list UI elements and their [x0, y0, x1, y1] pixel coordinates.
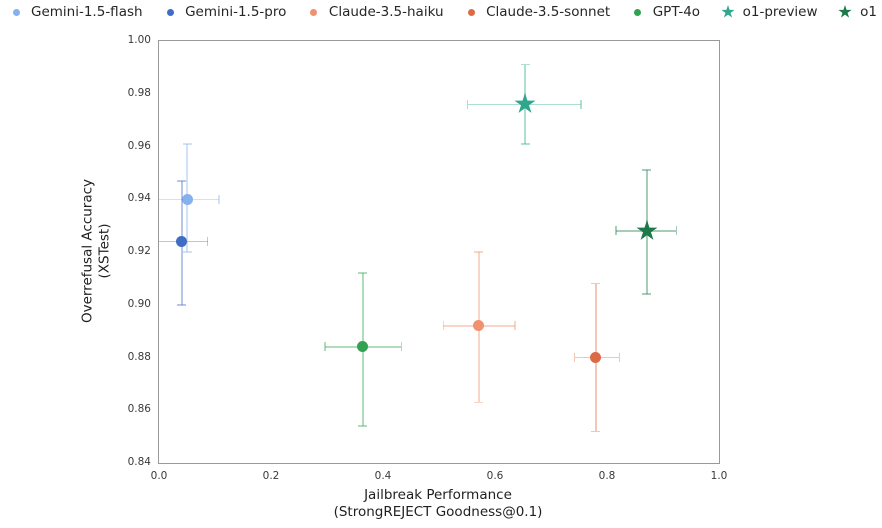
y-tick-label: 0.86 [127, 403, 151, 416]
error-cap-right [580, 99, 582, 109]
plot-area [159, 41, 719, 463]
legend-item-gemini-1.5-flash: Gemini-1.5-flash [9, 4, 143, 20]
circle-glyph [12, 8, 20, 16]
y-tick-label: 0.96 [127, 139, 151, 152]
x-axis-label-line1: Jailbreak Performance [364, 487, 512, 503]
error-cap-right [618, 353, 621, 362]
legend-item-gpt-4o: GPT-4o [631, 4, 700, 20]
circle-marker-icon [307, 5, 321, 19]
circle-glyph [310, 8, 318, 16]
error-cap-bottom [474, 401, 484, 404]
error-cap-bottom [177, 304, 187, 306]
data-point-claude-3.5-haiku [473, 320, 485, 332]
y-tick-label: 0.92 [127, 245, 151, 257]
legend-item-o1-preview: o1-preview [720, 4, 818, 20]
data-point-o1 [636, 219, 658, 242]
legend-label: o1-preview [742, 4, 818, 20]
circle-glyph [634, 8, 642, 16]
legend-item-o1: o1 [838, 4, 877, 20]
legend-label: Claude-3.5-sonnet [486, 4, 611, 20]
error-cap-top [520, 63, 530, 66]
legend: Gemini-1.5-flash Gemini-1.5-pro Claude-3.5… [9, 1, 877, 23]
error-cap-right [514, 321, 516, 331]
y-axis-label: Overrefusal Accuracy (XSTest) [80, 179, 113, 323]
error-cap-top [474, 251, 484, 253]
legend-label: o1 [860, 4, 877, 20]
x-axis-label-line2: (StrongREJECT Goodness@0.1) [333, 503, 543, 520]
star-marker-icon [720, 5, 735, 19]
x-tick-label: 1.0 [710, 470, 728, 482]
y-tick-label: 0.98 [127, 86, 151, 99]
y-tick-label: 0.84 [127, 456, 151, 468]
y-axis-label-line1: Overrefusal Accuracy [79, 178, 96, 324]
legend-label: GPT-4o [652, 4, 701, 20]
error-cap-right [218, 194, 220, 204]
legend-label: Gemini-1.5-flash [31, 4, 143, 20]
data-point-gemini-1.5-pro [176, 235, 188, 247]
error-cap-bottom [358, 425, 368, 427]
x-tick-label: 0.0 [150, 470, 168, 482]
y-tick-label: 1.00 [127, 34, 151, 46]
x-tick-label: 0.8 [598, 470, 616, 482]
legend-item-claude-3.5-sonnet: Claude-3.5-sonnet [464, 4, 610, 20]
error-cap-right [675, 226, 678, 236]
error-cap-right [206, 236, 209, 246]
error-cap-top [591, 282, 601, 285]
data-point-gemini-1.5-flash [181, 193, 193, 205]
y-tick-label: 0.88 [127, 350, 151, 363]
legend-label: Claude-3.5-haiku [328, 4, 444, 20]
error-cap-bottom [520, 143, 530, 145]
error-cap-top [177, 180, 187, 182]
y-tick-label: 0.90 [127, 297, 151, 310]
data-point-o1-preview [514, 93, 536, 115]
circle-marker-icon [464, 5, 478, 19]
circle-glyph [467, 8, 475, 16]
y-tick-label: 0.94 [127, 192, 151, 205]
error-cap-top [182, 143, 192, 145]
circle-marker-icon [9, 5, 23, 19]
error-cap-left [442, 321, 445, 331]
x-tick-label: 0.4 [374, 470, 392, 482]
error-cap-bottom [182, 251, 192, 253]
legend-item-gemini-1.5-pro: Gemini-1.5-pro [163, 4, 286, 20]
error-cap-right [400, 342, 403, 352]
legend-label: Gemini-1.5-pro [185, 4, 287, 20]
legend-item-claude-3.5-haiku: Claude-3.5-haiku [307, 4, 444, 20]
error-cap-left [615, 226, 617, 236]
error-cap-bottom [591, 430, 601, 433]
x-axis-label: Jailbreak Performance (StrongREJECT Good… [158, 487, 718, 520]
circle-glyph [166, 8, 174, 16]
error-cap-bottom [642, 293, 652, 295]
x-tick-label: 0.6 [486, 470, 504, 482]
error-cap-left [573, 353, 576, 362]
star-marker-icon [838, 5, 852, 19]
x-tick-label: 0.2 [262, 470, 280, 482]
error-cap-top [642, 169, 652, 171]
error-cap-top [358, 272, 368, 274]
error-cap-left [324, 342, 326, 352]
data-point-gpt-4o [357, 341, 369, 353]
chart-area: 0.0 0.2 0.4 0.6 0.8 1.0 1.00 0.98 0.96 0.94 0.92 0.… [128, 34, 728, 482]
circle-marker-icon [631, 5, 645, 19]
error-cap-left [466, 99, 469, 109]
data-point-claude-3.5-sonnet [590, 352, 602, 363]
y-axis-label-line2: (XSTest) [96, 223, 112, 279]
circle-marker-icon [163, 5, 177, 19]
